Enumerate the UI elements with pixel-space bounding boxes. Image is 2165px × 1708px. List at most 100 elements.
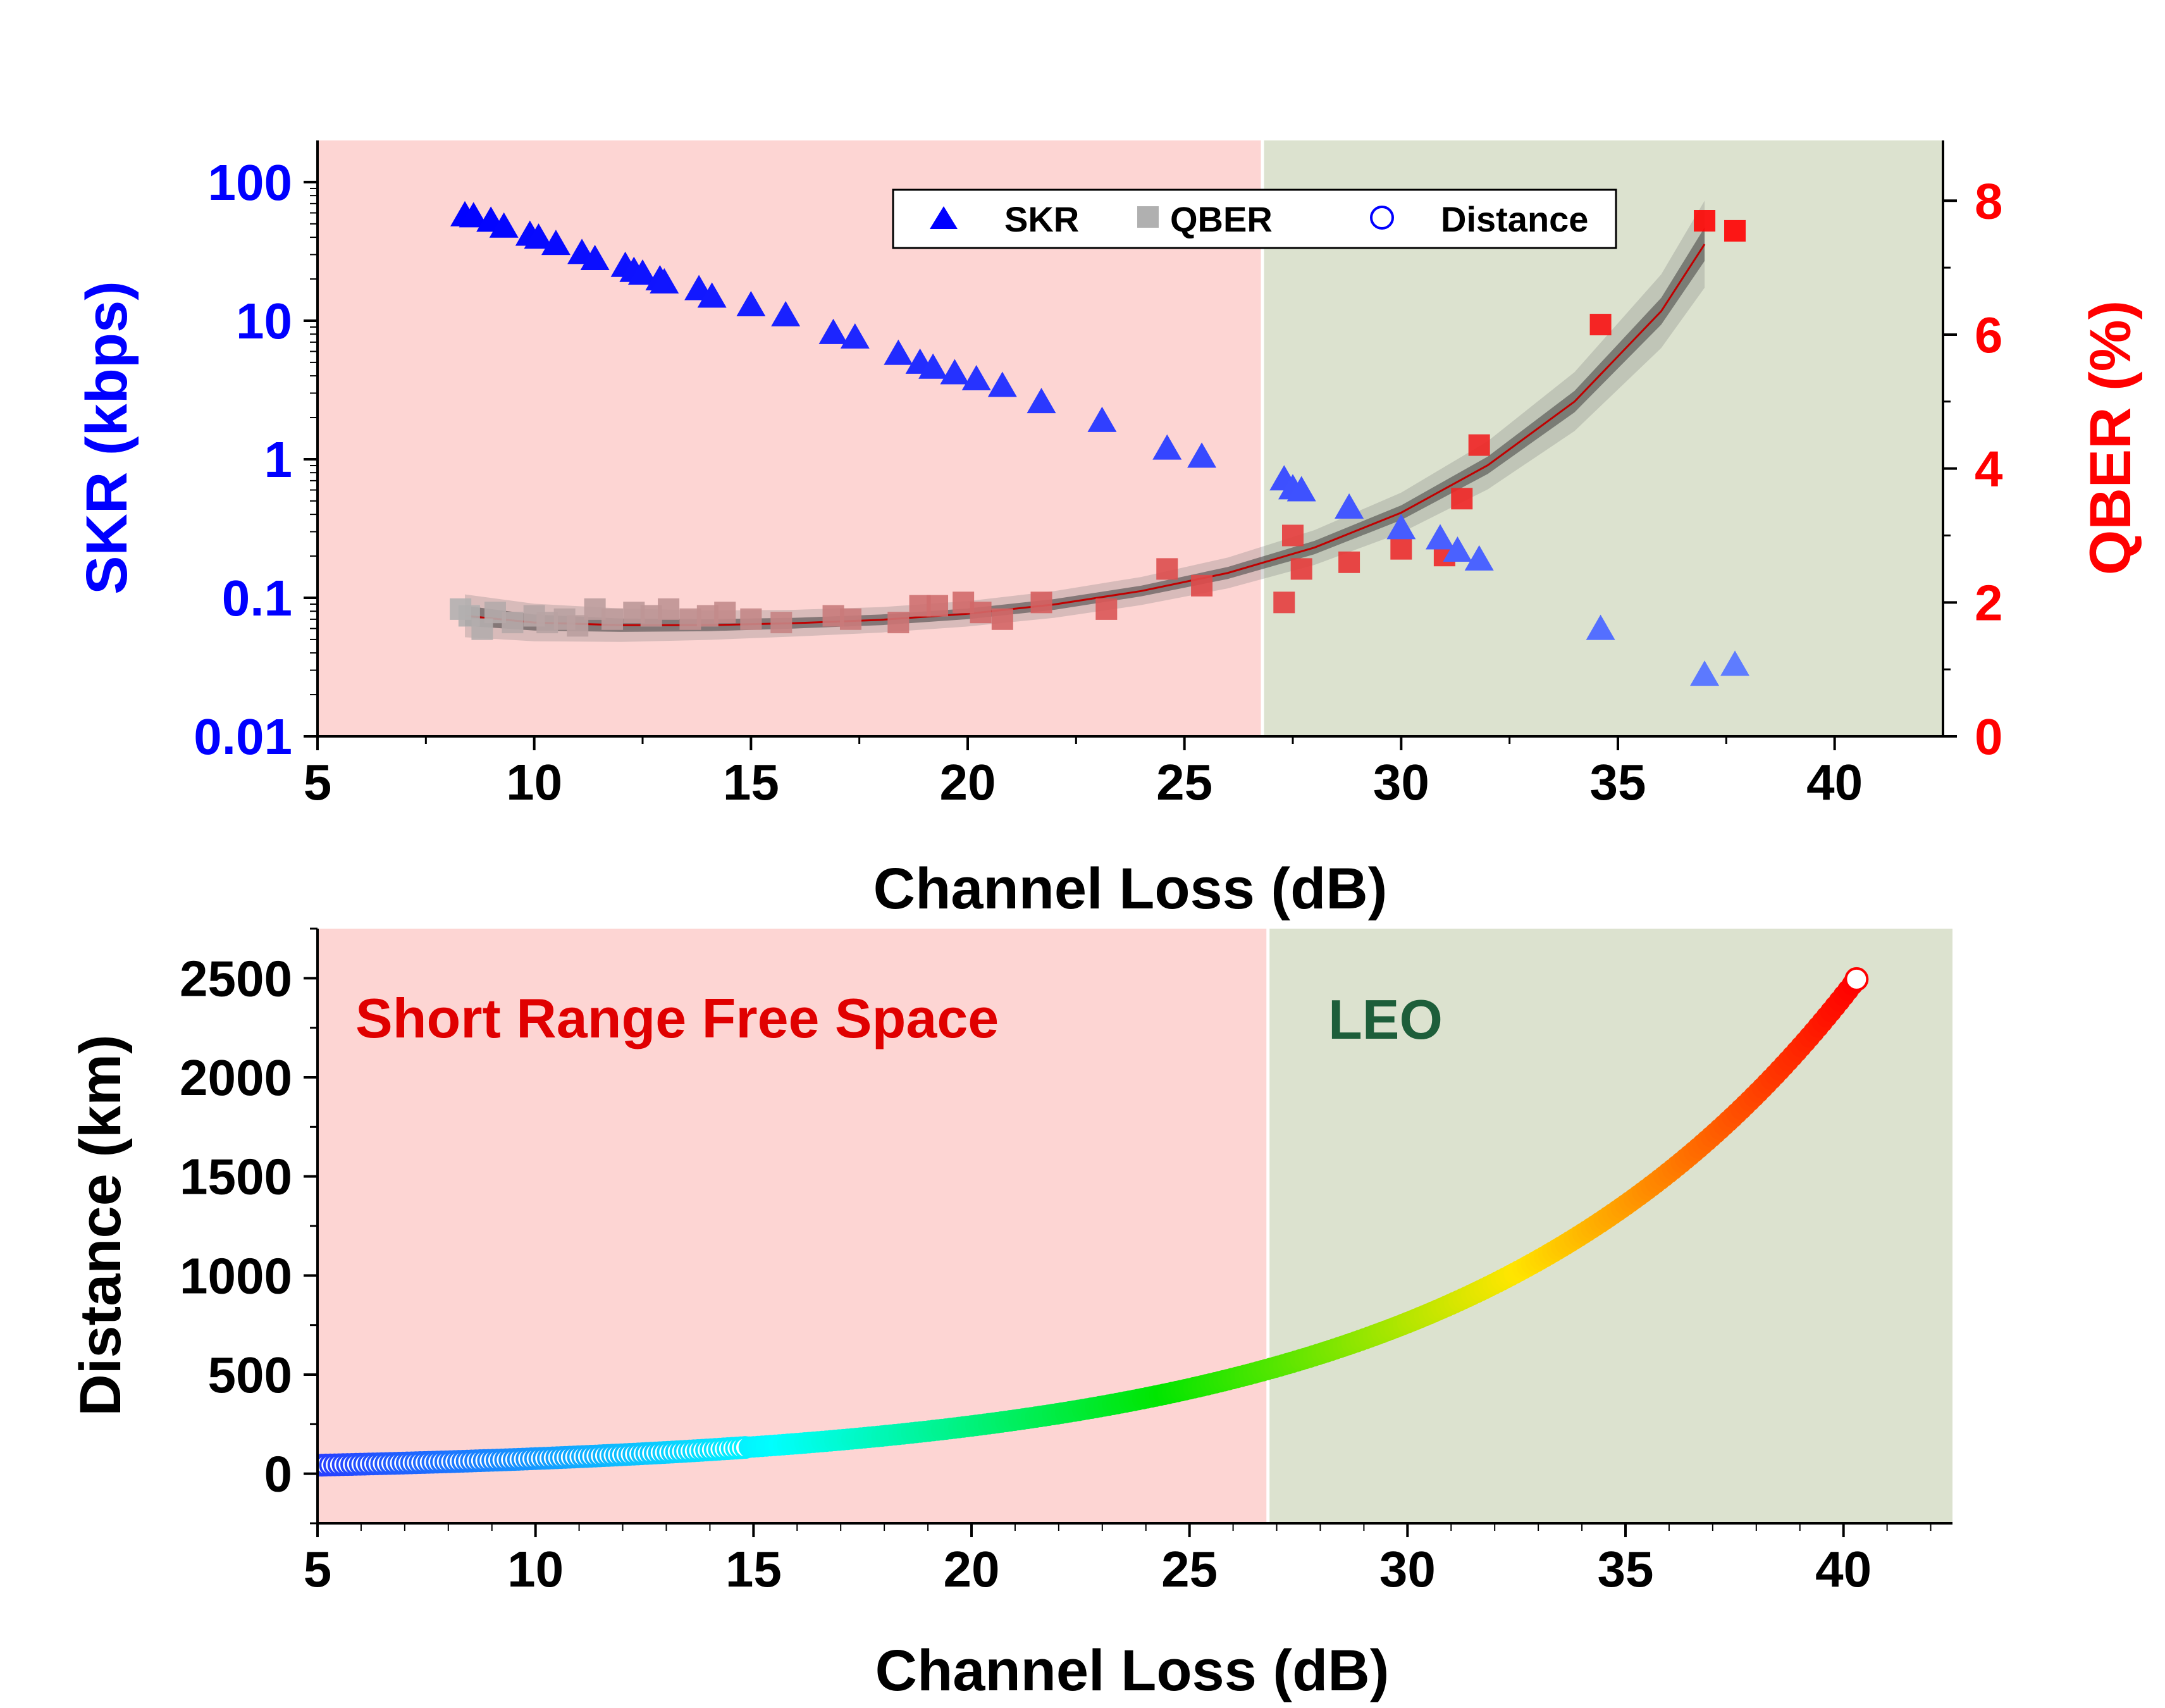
skr-point [961,364,991,390]
skr-point [1690,660,1720,686]
bottom-x-tick-label: 25 [1161,1541,1218,1597]
qber-point [714,602,736,624]
qber-point [1290,558,1312,580]
qber-point [502,612,524,634]
bottom-y-tick-label: 2500 [180,950,292,1006]
skr-point [771,300,801,326]
qber-point [927,595,949,617]
bottom-y-tick-label: 1000 [180,1247,292,1304]
bottom-x-axis-title: Channel Loss (dB) [875,1638,1390,1703]
bottom-y-axis-title: Distance (km) [68,1034,133,1416]
top-left-tick-label: 1 [264,431,293,488]
top-left-axis-title: SKR (kbps) [75,281,139,595]
bottom-y-tick-label: 0 [264,1446,293,1502]
qber-series [450,210,1746,640]
skr-point [1386,514,1416,540]
skr-point [459,202,488,228]
qber-point [740,608,762,630]
bottom-x-tick-label: 10 [507,1541,564,1597]
bottom-x-tick-label: 5 [304,1541,332,1597]
bottom-y-tick-label: 500 [208,1347,292,1403]
bottom-tick-labels: 5 10 15 20 25 30 35 40 0 500 1000 1500 2000 2500 [180,950,1872,1597]
qber-point [1191,574,1213,597]
skr-point [987,371,1017,397]
top-left-tick-label: 0.01 [194,709,292,765]
skr-point [884,339,913,365]
qber-point [1282,524,1304,547]
skr-point [541,230,571,256]
skr-point [918,353,948,379]
qber-point [1468,434,1490,456]
legend-box [892,189,1617,249]
skr-point [1087,406,1117,432]
top-left-tick-label: 100 [208,154,292,211]
bottom-x-tick-label: 20 [944,1541,1000,1597]
skr-point [524,223,553,249]
legend-skr-label: SKR [1004,199,1079,239]
bottom-y-tick-label: 1500 [180,1149,292,1205]
skr-point [1720,650,1750,676]
qber-point [601,608,624,630]
top-right-axis-title: QBER (%) [2078,300,2143,575]
qber-point [991,608,1013,630]
legend-skr-marker [930,206,958,229]
skr-point [489,212,519,238]
qber-point [1589,314,1612,336]
top-left-tick-label: 0.1 [222,570,292,626]
top-axes [304,140,1957,750]
skr-point [628,259,657,285]
top-right-tick-label: 0 [1975,709,2003,765]
qber-point [1273,591,1295,614]
region-label-short-range: Short Range Free Space [355,987,999,1049]
qber-point [1095,598,1118,620]
top-x-tick-label: 30 [1373,754,1429,810]
skr-point [1586,614,1615,640]
legend-qber-label: QBER [1170,199,1273,239]
qber-point [887,612,910,634]
skr-series [450,201,1750,686]
qber-point [1390,538,1412,560]
top-right-tick-label: 8 [1975,173,2003,229]
top-tick-labels: 5 10 15 20 25 30 35 40 0.01 0.1 1 10 100 0 2 4 6 8 [194,154,2003,810]
top-x-tick-label: 15 [723,754,779,810]
top-right-tick-label: 4 [1975,441,2003,497]
legend-distance-label: Distance [1441,199,1588,239]
qber-point [658,598,680,620]
qber-fit-line [464,244,1706,626]
bottom-x-tick-label: 30 [1379,1541,1436,1597]
skr-point [1152,434,1182,460]
top-panel: 5 10 15 20 25 30 35 40 0.01 0.1 1 10 100 0 2 4 6 8 Channe… [75,140,2143,921]
skr-point [1027,388,1056,414]
top-x-tick-label: 5 [304,754,332,810]
qber-point [1694,210,1716,232]
qber-point [770,612,793,634]
region-label-leo: LEO [1328,988,1443,1051]
qber-point [1156,558,1178,580]
skr-point [736,290,766,316]
skr-point [1443,536,1472,562]
qber-point [839,608,861,630]
bottom-y-tick-label: 2000 [180,1049,292,1106]
qber-point [1451,488,1473,510]
top-left-tick-label: 10 [236,293,292,349]
bottom-region-0 [318,929,1268,1523]
skr-point [1464,545,1494,571]
qber-point [1030,591,1052,614]
skr-point [580,245,610,271]
top-x-tick-label: 10 [506,754,562,810]
legend-distance-marker [1370,206,1394,230]
skr-point [1286,476,1316,502]
skr-point [840,323,870,349]
skr-point [940,359,970,385]
skr-point [818,318,848,344]
skr-point [1426,524,1455,550]
top-x-axis-title: Channel Loss (dB) [873,857,1388,921]
distance-end-point [1844,967,1869,991]
qber-point [970,602,992,624]
skr-point [1335,493,1364,519]
bottom-axes [304,927,1952,1537]
skr-point [650,268,679,294]
top-x-tick-label: 35 [1590,754,1646,810]
bottom-panel: 5 10 15 20 25 30 35 40 0 500 1000 1500 2000 2500 Shor… [68,927,1952,1703]
